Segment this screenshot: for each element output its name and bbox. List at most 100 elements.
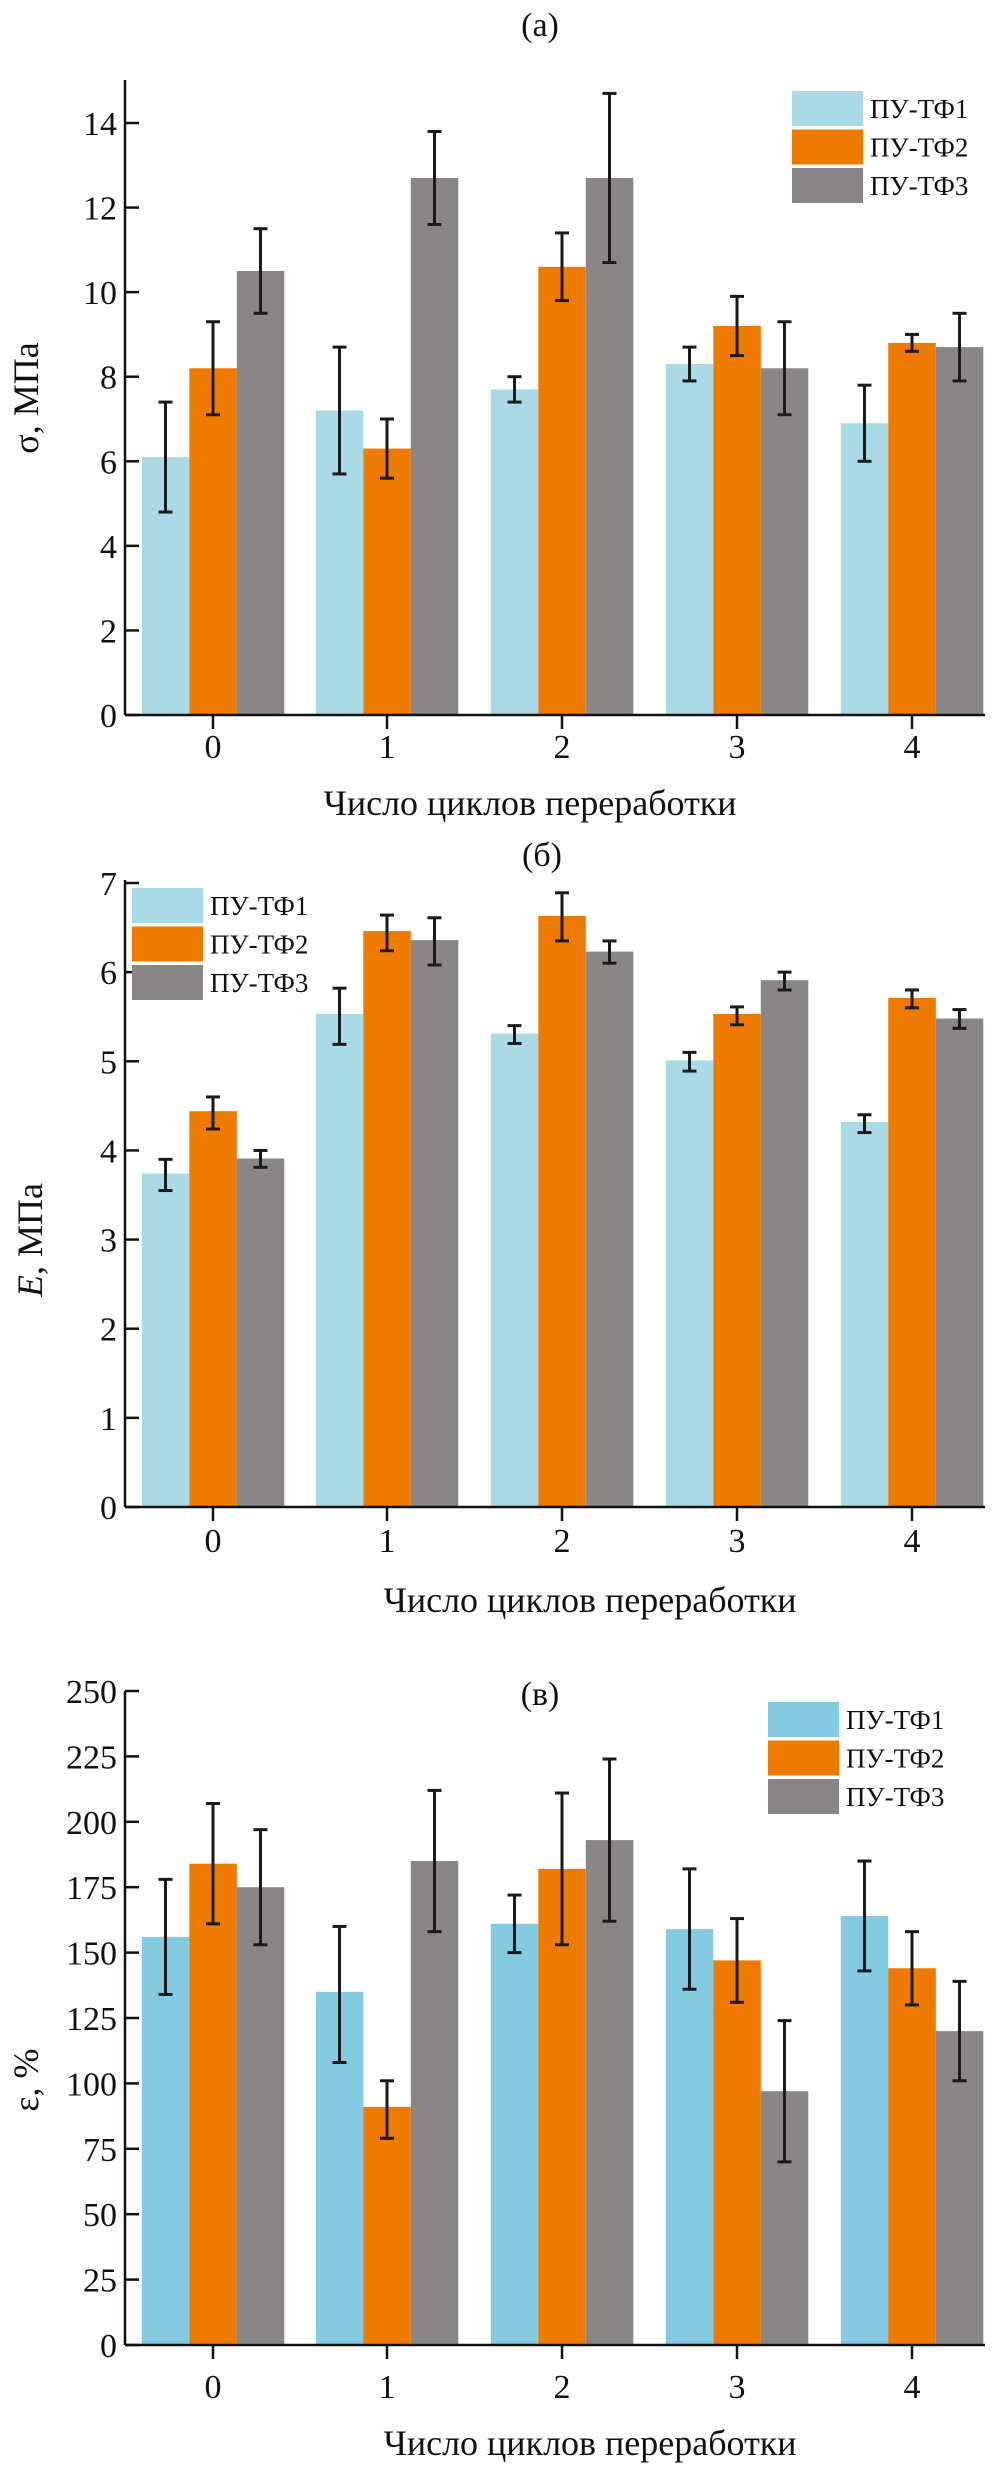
legend-label: ПУ-ТФ3: [870, 171, 968, 201]
y-axis-title: ε, %: [6, 2048, 46, 2111]
legend-swatch: [792, 168, 863, 203]
bar: [538, 266, 586, 715]
bar: [410, 1861, 459, 2345]
y-tick-label: 1: [100, 1401, 117, 1438]
legend: ПУ-ТФ1 ПУ-ТФ2 ПУ-ТФ3: [132, 888, 308, 1000]
y-tick-label: 75: [83, 2132, 117, 2169]
bar: [935, 347, 984, 715]
y-tick-label: 5: [100, 1044, 117, 1081]
panel-b: (б) Число циклов переработки E, МПа 0 1 2 3…: [10, 837, 985, 1620]
legend-swatch: [132, 965, 203, 1000]
y-axis-symbol: ε: [6, 2096, 46, 2111]
panel-title: (a): [521, 7, 559, 44]
bar: [363, 2106, 411, 2345]
bar: [888, 1968, 936, 2345]
bar: [236, 271, 285, 715]
y-axis-title: σ, МПа: [6, 342, 46, 453]
y-tick-label: 0: [100, 1490, 117, 1527]
y-tick-label: 150: [66, 1936, 117, 1973]
y-tick-label: 3: [100, 1223, 117, 1260]
x-tick-label: 3: [729, 2369, 746, 2406]
legend-swatch: [768, 1702, 839, 1737]
legend-swatch: [132, 926, 203, 962]
legend-swatch: [768, 1779, 839, 1814]
y-tick-label: 7: [100, 866, 117, 903]
bar: [236, 1887, 285, 2345]
bar: [713, 1960, 761, 2345]
y-tick-label: 0: [100, 698, 117, 735]
bar: [760, 980, 809, 1507]
x-tick-label: 0: [205, 2369, 222, 2406]
bar: [665, 1060, 714, 1507]
y-tick-label: 100: [66, 2066, 117, 2103]
bar: [490, 1923, 539, 2345]
x-tick-label: 3: [729, 1523, 746, 1560]
panel-title: (в): [521, 1676, 560, 1713]
chart-marks: 0 1 2 3 4 5 6 7 0 1 2 3 4 ПУ-ТФ1 ПУ-ТФ2 ПУ-ТФ3: [100, 866, 985, 1560]
y-tick-label: 4: [100, 1133, 117, 1170]
bar: [935, 2031, 984, 2345]
y-tick-label: 2: [100, 613, 117, 650]
bar: [315, 1014, 364, 1507]
legend-swatch: [768, 1740, 839, 1776]
x-axis-title: Число циклов переработки: [383, 2423, 796, 2463]
x-tick-label: 1: [379, 729, 396, 766]
y-tick-label: 10: [83, 275, 117, 312]
bar: [585, 178, 634, 715]
bar: [410, 940, 459, 1507]
bar: [888, 342, 936, 715]
legend-label: ПУ-ТФ3: [846, 1782, 944, 1812]
x-tick-label: 1: [379, 1523, 396, 1560]
legend: ПУ-ТФ1 ПУ-ТФ2 ПУ-ТФ3: [792, 91, 968, 203]
x-tick-label: 2: [554, 1523, 571, 1560]
legend-label: ПУ-ТФ2: [870, 133, 968, 163]
panel-a: (a) Число циклов переработки σ, МПа 0 2 4 6…: [6, 7, 985, 823]
y-tick-label: 6: [100, 444, 117, 481]
bar: [189, 1863, 237, 2345]
bar: [840, 1916, 889, 2345]
legend-label: ПУ-ТФ1: [210, 891, 308, 921]
y-axis-title: E, МПа: [10, 1183, 50, 1298]
y-tick-label: 50: [83, 2197, 117, 2234]
legend-label: ПУ-ТФ1: [846, 1705, 944, 1735]
bar: [840, 423, 889, 715]
bar: [141, 1936, 190, 2345]
y-tick-label: 175: [66, 1870, 117, 1907]
y-tick-label: 25: [83, 2263, 117, 2300]
bar: [410, 178, 459, 715]
legend-swatch: [792, 91, 863, 126]
legend-swatch: [132, 888, 203, 923]
x-tick-label: 0: [205, 729, 222, 766]
bar: [585, 951, 634, 1507]
bar: [490, 389, 539, 715]
bar: [935, 1018, 984, 1507]
y-tick-label: 225: [66, 1739, 117, 1776]
legend: ПУ-ТФ1 ПУ-ТФ2 ПУ-ТФ3: [768, 1702, 944, 1814]
legend-swatch: [792, 129, 863, 165]
bar: [141, 1173, 190, 1507]
bar: [713, 326, 761, 715]
bar: [760, 368, 809, 715]
bar: [490, 1033, 539, 1507]
panel-c: (в) Число циклов переработки ε, % 0 25 50 7…: [6, 1674, 985, 2463]
bar: [363, 931, 411, 1507]
y-tick-label: 0: [100, 2328, 117, 2365]
y-axis-symbol: σ: [6, 434, 46, 453]
y-axis-unit: , МПа: [10, 1183, 50, 1275]
x-tick-label: 4: [904, 729, 921, 766]
y-tick-label: 8: [100, 360, 117, 397]
bar: [665, 364, 714, 715]
bar: [189, 1111, 237, 1507]
bar: [665, 1929, 714, 2345]
bar: [585, 1840, 634, 2345]
y-tick-label: 2: [100, 1312, 117, 1349]
y-tick-label: 125: [66, 2001, 117, 2038]
y-axis-symbol: E: [10, 1275, 50, 1298]
y-tick-label: 4: [100, 529, 117, 566]
bar: [888, 998, 936, 1507]
x-axis-title: Число циклов переработки: [383, 1580, 796, 1620]
legend-label: ПУ-ТФ2: [210, 930, 308, 960]
y-tick-label: 14: [83, 106, 117, 143]
